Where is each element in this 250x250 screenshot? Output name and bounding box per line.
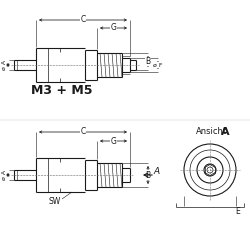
Text: SW: SW <box>49 196 61 205</box>
Text: A: A <box>221 127 229 137</box>
Text: ø A: ø A <box>2 60 6 70</box>
Text: ø F: ø F <box>153 62 163 68</box>
Text: C: C <box>80 128 86 136</box>
Text: ø A: ø A <box>2 170 6 180</box>
Text: B: B <box>146 170 150 179</box>
Text: B: B <box>146 57 150 66</box>
Text: E: E <box>236 208 240 216</box>
Text: G: G <box>110 136 116 145</box>
Text: G: G <box>110 24 116 32</box>
Text: C: C <box>80 16 86 24</box>
Text: A: A <box>154 166 160 175</box>
Text: Ansicht: Ansicht <box>196 128 227 136</box>
Text: M3 + M5: M3 + M5 <box>31 84 93 96</box>
